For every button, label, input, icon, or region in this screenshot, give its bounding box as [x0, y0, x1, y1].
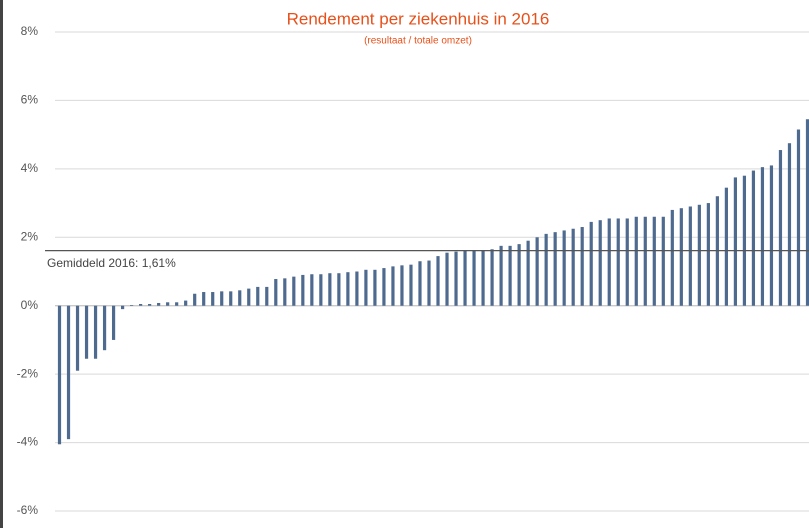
bar — [607, 218, 611, 306]
bar — [760, 167, 765, 306]
bar — [508, 245, 512, 306]
bar — [787, 143, 792, 306]
bar — [733, 177, 737, 306]
bar — [202, 292, 206, 306]
bar — [409, 264, 413, 306]
bar — [364, 269, 368, 306]
bar — [571, 228, 575, 306]
bar — [400, 265, 404, 306]
bar — [661, 216, 665, 306]
bar — [391, 266, 395, 306]
bar — [328, 273, 332, 306]
bar — [139, 304, 143, 306]
bar — [292, 276, 296, 306]
bar — [66, 305, 71, 440]
bar — [355, 271, 359, 306]
bar — [598, 220, 602, 306]
bar — [373, 269, 377, 306]
bar — [211, 292, 215, 306]
bar — [679, 208, 683, 306]
y-tick-label: 4% — [21, 161, 39, 175]
y-tick-label: 8% — [21, 24, 39, 38]
bar — [778, 150, 783, 306]
bar — [238, 290, 242, 306]
bar — [625, 218, 629, 306]
bar — [697, 204, 701, 306]
bar — [616, 218, 620, 306]
bar — [472, 250, 476, 306]
bar — [283, 278, 287, 306]
bar — [301, 274, 305, 306]
bar — [120, 305, 125, 310]
y-tick-label: 6% — [21, 93, 39, 107]
chart-subtitle: (resultaat / totale omzet) — [364, 36, 472, 47]
y-tick-label: 2% — [21, 229, 39, 243]
bar — [111, 305, 116, 340]
bar — [742, 175, 747, 306]
bar — [75, 305, 80, 371]
bar — [526, 240, 530, 306]
bar — [580, 227, 584, 306]
y-tick-label: -4% — [17, 435, 39, 449]
bar — [157, 302, 161, 306]
bar — [634, 216, 638, 306]
bar — [688, 206, 692, 306]
bar — [724, 187, 728, 306]
bar — [427, 260, 431, 306]
y-tick-label: 0% — [21, 298, 39, 312]
y-tick-label: -2% — [17, 366, 39, 380]
bar — [175, 302, 179, 306]
bar — [562, 230, 566, 306]
bar — [247, 288, 251, 306]
bar — [652, 216, 656, 306]
bar — [93, 305, 98, 359]
bar — [337, 273, 341, 306]
bar — [193, 293, 197, 306]
bar — [265, 286, 269, 306]
bar — [102, 305, 107, 351]
bar — [184, 300, 188, 306]
bar — [445, 252, 449, 306]
bar — [643, 216, 647, 306]
bar — [418, 261, 422, 306]
bar — [57, 305, 62, 445]
bar — [220, 291, 224, 306]
bar — [517, 244, 521, 306]
bar — [670, 209, 674, 306]
bar — [310, 274, 314, 306]
mean-label: Gemiddeld 2016: 1,61% — [47, 256, 176, 270]
bar — [166, 302, 170, 306]
bar — [84, 305, 89, 359]
bar — [436, 256, 440, 306]
bar — [805, 119, 809, 306]
bar — [463, 250, 467, 306]
bar — [229, 291, 233, 306]
bar — [751, 170, 756, 306]
bar — [454, 251, 458, 306]
bar — [535, 237, 539, 306]
bar — [382, 268, 386, 306]
bar — [481, 250, 485, 306]
chart-title: Rendement per ziekenhuis in 2016 — [287, 9, 550, 28]
bar — [769, 165, 774, 306]
frame-edge — [0, 0, 3, 528]
bar — [553, 232, 557, 306]
bar — [544, 233, 548, 306]
bar — [274, 279, 278, 306]
bar — [706, 203, 710, 306]
y-tick-label: -6% — [17, 503, 39, 517]
bar — [796, 129, 801, 306]
bar — [148, 304, 152, 306]
bar — [589, 221, 593, 306]
bar — [346, 272, 350, 306]
bar — [319, 274, 323, 306]
bar — [499, 245, 503, 306]
bar — [256, 286, 260, 306]
bar — [490, 249, 494, 306]
bar — [130, 305, 134, 306]
